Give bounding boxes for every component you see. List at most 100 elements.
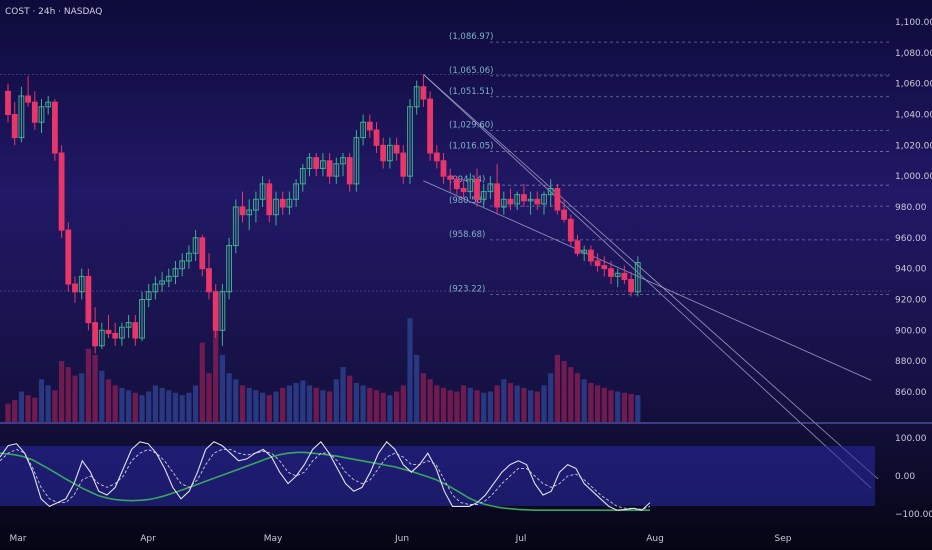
candle-body[interactable]	[467, 178, 474, 193]
candle-body[interactable]	[601, 265, 608, 270]
candle-body[interactable]	[92, 322, 98, 347]
candle-body[interactable]	[373, 129, 380, 146]
candle-body[interactable]	[574, 240, 581, 254]
candle-body[interactable]	[320, 160, 326, 169]
candle-body[interactable]	[594, 260, 601, 267]
candle-body[interactable]	[11, 114, 18, 139]
candle-body[interactable]	[614, 272, 621, 277]
candle-body[interactable]	[31, 101, 38, 123]
candle-body[interactable]	[534, 198, 541, 205]
candle-body[interactable]	[78, 275, 85, 293]
oscillator-fast-line[interactable]	[0, 440, 651, 511]
candle-body[interactable]	[521, 194, 527, 202]
candle-body[interactable]	[145, 291, 152, 300]
candle-body[interactable]	[454, 178, 460, 189]
candle-body[interactable]	[239, 206, 246, 216]
candle-body[interactable]	[360, 121, 367, 139]
candle-body[interactable]	[206, 268, 212, 293]
candle-body[interactable]	[387, 144, 393, 162]
candle-body[interactable]	[447, 175, 454, 180]
candle-body[interactable]	[433, 152, 440, 162]
price-axis[interactable]: 1,100.00 1,080.00 1,060.00 1,040.00 1,020.00…	[895, 18, 932, 398]
candle-body[interactable]	[514, 194, 521, 205]
candle-body[interactable]	[313, 157, 320, 169]
candle-body[interactable]	[186, 252, 192, 262]
candle-body[interactable]	[132, 322, 139, 339]
oscillator-long-line[interactable]	[0, 451, 650, 512]
candle-body[interactable]	[380, 144, 387, 162]
candle-body[interactable]	[85, 275, 92, 324]
candle-body[interactable]	[45, 101, 52, 108]
candle-body[interactable]	[159, 280, 165, 285]
candle-body[interactable]	[72, 283, 78, 293]
candle-body[interactable]	[286, 198, 293, 208]
candle-body[interactable]	[333, 163, 340, 177]
candle-body[interactable]	[413, 86, 420, 108]
candle-body[interactable]	[25, 95, 32, 103]
candle-body[interactable]	[38, 106, 45, 123]
candle-body[interactable]	[226, 245, 232, 293]
candle-body[interactable]	[480, 191, 487, 200]
channel-mid-line[interactable]	[423, 74, 879, 480]
candle-body[interactable]	[253, 198, 259, 211]
candle-body[interactable]	[621, 272, 628, 280]
candle-body[interactable]	[340, 157, 346, 165]
candle-body[interactable]	[119, 326, 125, 339]
candle-body[interactable]	[407, 106, 413, 177]
candle-body[interactable]	[279, 198, 286, 208]
candle-body[interactable]	[212, 291, 219, 331]
candle-body[interactable]	[139, 299, 145, 339]
candle-body[interactable]	[165, 275, 172, 282]
candle-body[interactable]	[440, 160, 447, 177]
candle-body[interactable]	[420, 86, 427, 100]
candle-body[interactable]	[98, 329, 105, 347]
candle-body[interactable]	[112, 332, 119, 339]
candle-body[interactable]	[474, 178, 480, 200]
candle-body[interactable]	[326, 160, 333, 177]
candle-body[interactable]	[353, 137, 360, 185]
candle-body[interactable]	[219, 291, 226, 331]
candle-body[interactable]	[58, 152, 65, 231]
candle-body[interactable]	[192, 237, 199, 254]
channel-upper-line[interactable]	[423, 74, 872, 489]
candle-body[interactable]	[125, 322, 132, 328]
oscillator-signal-line[interactable]	[0, 448, 651, 510]
oscillator-pane[interactable]	[0, 440, 651, 512]
candle-body[interactable]	[400, 152, 407, 177]
candle-body[interactable]	[366, 121, 373, 131]
candle-body[interactable]	[634, 262, 641, 293]
candle-body[interactable]	[172, 268, 179, 277]
candle-body[interactable]	[494, 183, 501, 208]
candle-body[interactable]	[273, 198, 279, 216]
candle-body[interactable]	[567, 218, 574, 242]
candle-body[interactable]	[393, 144, 400, 154]
candle-body[interactable]	[105, 329, 112, 334]
candle-body[interactable]	[507, 198, 514, 205]
candle-body[interactable]	[65, 229, 72, 285]
candle-body[interactable]	[346, 157, 353, 185]
candle-body[interactable]	[259, 183, 266, 200]
candle-body[interactable]	[588, 249, 594, 262]
candle-body[interactable]	[199, 237, 206, 270]
candle-body[interactable]	[299, 167, 306, 185]
candle-body[interactable]	[527, 198, 534, 202]
wedge-channel[interactable]	[423, 74, 879, 489]
candle-body[interactable]	[152, 283, 159, 293]
candle-body[interactable]	[18, 95, 25, 139]
candle-body[interactable]	[306, 157, 313, 169]
candle-body[interactable]	[232, 206, 239, 247]
candle-body[interactable]	[608, 268, 614, 277]
candle-body[interactable]	[500, 198, 507, 208]
candle-body[interactable]	[628, 278, 635, 293]
candle-body[interactable]	[487, 183, 494, 193]
candle-body[interactable]	[581, 249, 588, 254]
candle-body[interactable]	[561, 209, 568, 220]
candle-body[interactable]	[427, 98, 434, 154]
candle-body[interactable]	[547, 188, 554, 196]
candle-body[interactable]	[246, 209, 253, 216]
candle-body[interactable]	[5, 90, 11, 115]
candles[interactable]	[5, 74, 641, 354]
candle-body[interactable]	[460, 188, 467, 193]
channel-lower-line[interactable]	[423, 180, 872, 381]
